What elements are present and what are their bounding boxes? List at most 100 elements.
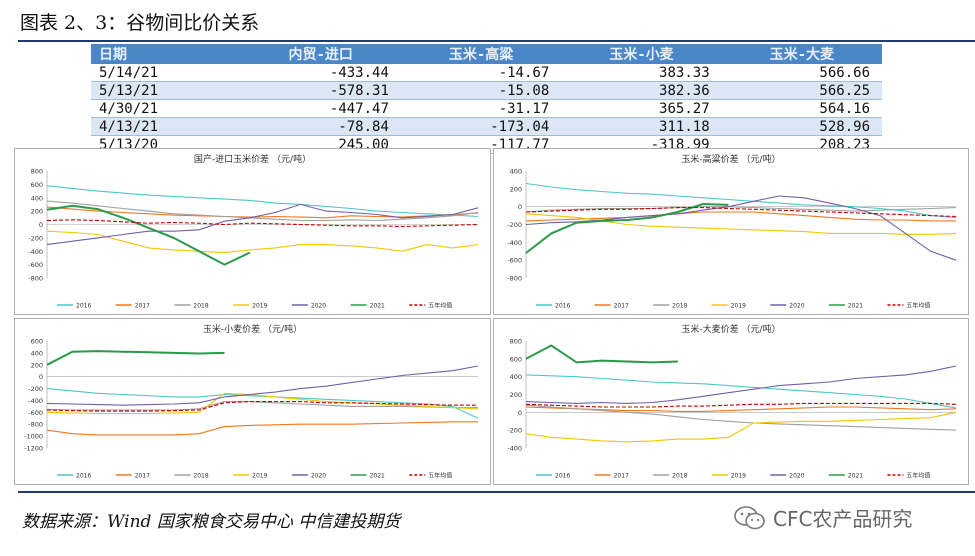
data-source: 数据来源：Wind 国家粮食交易中心 中信建投期货 xyxy=(22,512,401,532)
chart-panel-corn-barley: 玉米-大麦价差 （元/吨） -400 -200 0 200 400 600 800 2016 20… xyxy=(493,318,969,485)
col-corn-sorghum: 玉米-高粱 xyxy=(400,44,562,64)
cell-value: -15.08 xyxy=(400,81,562,100)
chart-domestic-import: 国产-进口玉米价差 （元/吨） -800 -600 -400 -200 0 200 400 60… xyxy=(28,153,479,310)
y-tick-label: -200 xyxy=(28,234,43,242)
series-line-2020 xyxy=(46,203,479,246)
y-tick-label: -1200 xyxy=(24,445,43,453)
bottom-rule xyxy=(18,491,975,493)
cell-value: -447.47 xyxy=(240,99,401,118)
cell-value: -14.67 xyxy=(400,64,562,82)
legend-label: 2018 xyxy=(672,473,687,480)
col-corn-wheat: 玉米-小麦 xyxy=(561,44,722,64)
table-header-row: 日期 内贸-进口 玉米-高粱 玉米-小麦 玉米-大麦 xyxy=(91,44,882,64)
watermark-text: CFC农产品研究 xyxy=(773,507,913,531)
table-row: 4/30/21 -447.47 -31.17 365.27 564.16 xyxy=(91,99,882,118)
y-tick-label: 400 xyxy=(31,194,43,202)
table-row: 5/14/21 -433.44 -14.67 383.33 566.66 xyxy=(91,64,882,82)
y-tick-label: 800 xyxy=(31,168,43,176)
legend-label: 2020 xyxy=(311,303,326,310)
legend-label: 2016 xyxy=(76,473,91,480)
series-line-2017 xyxy=(46,206,479,219)
table-row: 5/13/21 -578.31 -15.08 382.36 566.25 xyxy=(91,81,882,100)
y-tick-label: -200 xyxy=(507,427,522,435)
watermark: CFC农产品研究 xyxy=(733,503,912,532)
legend-label: 2016 xyxy=(555,473,570,480)
cell-value: -78.84 xyxy=(240,117,401,136)
series-line-2021 xyxy=(525,202,729,254)
y-tick-label: 400 xyxy=(510,373,522,381)
legend-label: 五年均值 xyxy=(428,302,452,310)
legend-label: 2017 xyxy=(614,473,629,480)
y-tick-label: -800 xyxy=(28,421,43,429)
y-tick-label: 0 xyxy=(518,203,522,211)
y-tick-label: 400 xyxy=(510,168,522,176)
legend-label: 2018 xyxy=(193,473,208,480)
y-tick-label: 400 xyxy=(31,349,43,357)
chart-corn-barley: 玉米-大麦价差 （元/吨） -400 -200 0 200 400 600 800 2016 20… xyxy=(507,323,957,480)
series-line-2020 xyxy=(525,195,957,261)
cell-value: -578.31 xyxy=(240,81,401,100)
series-line-2021 xyxy=(46,204,251,266)
series-line-2019 xyxy=(525,411,957,443)
legend-label: 2017 xyxy=(614,303,629,310)
cell-date: 5/13/21 xyxy=(91,81,241,100)
series-line-2016 xyxy=(46,185,479,218)
cell-value: -173.04 xyxy=(400,117,562,136)
cell-value: 566.66 xyxy=(721,64,882,82)
legend-label: 2016 xyxy=(76,303,91,310)
legend-label: 五年均值 xyxy=(428,472,452,480)
y-tick-label: 200 xyxy=(510,391,522,399)
series-line-2016 xyxy=(46,388,479,419)
series-line-2020 xyxy=(525,365,957,404)
cell-date: 4/13/21 xyxy=(91,117,241,136)
series-line-2021 xyxy=(525,344,678,364)
y-tick-label: 0 xyxy=(39,373,43,381)
series-line-2020 xyxy=(46,365,479,406)
price-table: 日期 内贸-进口 玉米-高粱 玉米-小麦 玉米-大麦 5/14/21 -433.… xyxy=(91,44,882,154)
legend-label: 2020 xyxy=(789,303,804,310)
chart-panel-domestic-import: 国产-进口玉米价差 （元/吨） -800 -600 -400 -200 0 200 400 60… xyxy=(14,148,491,315)
cell-date: 5/14/21 xyxy=(91,64,241,82)
series-line-2019 xyxy=(46,230,479,254)
legend-label: 五年均值 xyxy=(906,302,930,310)
series-line-avg xyxy=(46,219,479,228)
series-line-avg xyxy=(46,401,478,412)
col-domestic-import: 内贸-进口 xyxy=(240,44,401,64)
series-line-2017 xyxy=(525,406,957,412)
y-tick-label: 200 xyxy=(510,185,522,193)
legend-label: 2017 xyxy=(135,473,150,480)
series-line-2016 xyxy=(525,182,957,218)
y-tick-label: -200 xyxy=(28,385,43,393)
page-title: 图表 2、3：谷物间比价关系 xyxy=(20,12,260,34)
y-tick-label: -400 xyxy=(507,239,522,247)
chart-corn-wheat: 玉米-小麦价差 （元/吨） -1200 -1000 -800 -600 -400 -200 0… xyxy=(24,323,479,480)
legend-label: 2021 xyxy=(370,303,385,310)
chart-title: 玉米-小麦价差 （元/吨） xyxy=(203,323,302,335)
legend-label: 2019 xyxy=(252,473,267,480)
series-line-2021 xyxy=(46,350,225,366)
legend-label: 五年均值 xyxy=(906,472,930,480)
y-tick-label: 200 xyxy=(31,208,43,216)
y-tick-label: 600 xyxy=(31,338,43,346)
cell-value: 382.36 xyxy=(561,81,722,100)
y-tick-label: -800 xyxy=(507,275,522,283)
cell-value: 566.25 xyxy=(721,81,882,100)
y-tick-label: 0 xyxy=(39,221,43,229)
legend-label: 2020 xyxy=(789,473,804,480)
chart-title: 国产-进口玉米价差 （元/吨） xyxy=(194,153,311,165)
legend-label: 2016 xyxy=(555,303,570,310)
series-line-2018 xyxy=(525,206,957,213)
series-line-2017 xyxy=(525,211,956,222)
series-line-2017 xyxy=(46,421,478,436)
legend-label: 2020 xyxy=(311,473,326,480)
cell-value: 564.16 xyxy=(721,99,882,118)
y-tick-label: -400 xyxy=(507,445,522,453)
chart-title: 玉米-大麦价差 （元/吨） xyxy=(681,323,780,335)
y-tick-label: 800 xyxy=(510,338,522,346)
legend-label: 2018 xyxy=(672,303,687,310)
col-date: 日期 xyxy=(91,44,241,64)
legend-label: 2021 xyxy=(848,303,863,310)
col-corn-barley: 玉米-大麦 xyxy=(721,44,882,64)
legend-label: 2017 xyxy=(135,303,150,310)
cell-date: 4/30/21 xyxy=(91,99,241,118)
